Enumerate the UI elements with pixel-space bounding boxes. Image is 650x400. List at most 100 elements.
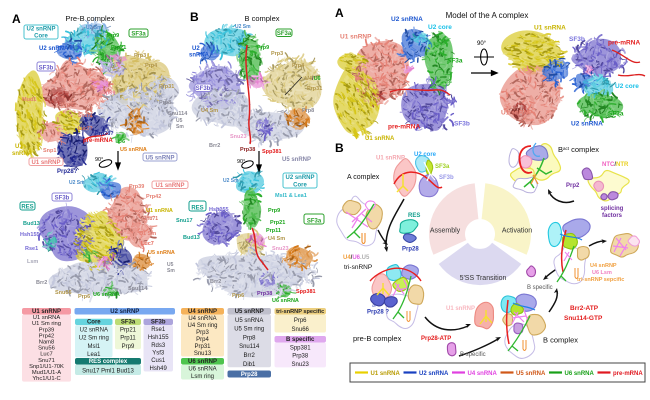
svg-text:Prp6: Prp6 <box>294 318 307 324</box>
svg-text:Hsh155: Hsh155 <box>20 232 40 238</box>
svg-text:U4 Sm ring: U4 Sm ring <box>187 323 217 329</box>
svg-text:Snu13: Snu13 <box>194 351 212 357</box>
svg-text:U5 snRNA: U5 snRNA <box>235 318 263 324</box>
svg-text:Snu23: Snu23 <box>272 246 289 252</box>
svg-text:Bud13: Bud13 <box>23 221 40 227</box>
svg-text:Prp28 ?: Prp28 ? <box>367 310 389 316</box>
svg-text:Prp11: Prp11 <box>120 336 136 342</box>
svg-text:pre-mRNA: pre-mRNA <box>388 124 420 131</box>
svg-text:U6 snRNA: U6 snRNA <box>272 298 299 304</box>
svg-text:Msl1 & Lea1: Msl1 & Lea1 <box>275 193 307 199</box>
svg-text:U5 snRNA: U5 snRNA <box>516 371 546 377</box>
svg-text:Snu66: Snu66 <box>292 327 310 333</box>
svg-text:U5: U5 <box>167 262 174 268</box>
svg-text:SF3b: SF3b <box>454 121 470 128</box>
svg-text:Bud13: Bud13 <box>183 235 200 241</box>
svg-text:B: B <box>190 10 199 24</box>
svg-text:Snu114-GTP: Snu114-GTP <box>564 315 603 322</box>
svg-text:A: A <box>12 12 21 26</box>
svg-text:Prp38: Prp38 <box>292 354 309 360</box>
svg-text:Prp11: Prp11 <box>266 228 281 234</box>
svg-text:Luc7?: Luc7? <box>78 126 93 132</box>
svg-text:Snu17 Pml1 Bud13: Snu17 Pml1 Bud13 <box>82 369 134 375</box>
svg-text:Snu71: Snu71 <box>143 216 158 222</box>
svg-text:B specific: B specific <box>527 285 553 291</box>
svg-text:U4/U6: U4/U6 <box>305 76 321 82</box>
svg-text:Core: Core <box>293 182 307 188</box>
svg-text:Snu114: Snu114 <box>128 286 148 292</box>
svg-text:Snp1: Snp1 <box>43 148 56 154</box>
svg-text:Mud1: Mud1 <box>22 97 36 103</box>
svg-text:Prp3: Prp3 <box>271 51 283 57</box>
svg-text:U2 snRNA: U2 snRNA <box>391 16 423 23</box>
svg-text:SF3a: SF3a <box>435 164 450 170</box>
svg-text:U1 snRNP: U1 snRNP <box>501 110 533 117</box>
svg-text:U1 Sm ring: U1 Sm ring <box>32 321 61 327</box>
svg-text:SF3a: SF3a <box>608 111 624 118</box>
svg-text:A complex: A complex <box>347 174 380 181</box>
svg-text:Sm: Sm <box>176 124 184 130</box>
svg-text:Snu71: Snu71 <box>38 358 55 364</box>
svg-text:Hsh49: Hsh49 <box>150 366 168 372</box>
svg-text:U4 Sm: U4 Sm <box>201 108 218 114</box>
svg-text:or: or <box>372 303 377 308</box>
svg-text:Prp38: Prp38 <box>257 291 272 297</box>
svg-text:SF3a: SF3a <box>131 31 146 37</box>
svg-text:U2 Sm ring: U2 Sm ring <box>79 336 109 342</box>
svg-text:Hsh155: Hsh155 <box>148 335 169 341</box>
svg-text:pre-B complex: pre-B complex <box>353 334 402 343</box>
svg-text:Spp381: Spp381 <box>296 289 316 295</box>
svg-text:Prp31: Prp31 <box>194 344 211 350</box>
svg-text:Prp9: Prp9 <box>268 208 280 214</box>
svg-text:Lsm: Lsm <box>115 56 126 62</box>
svg-text:U1 snRNP: U1 snRNP <box>31 160 60 166</box>
svg-text:Core: Core <box>87 320 101 326</box>
svg-text:Prp28-ATP: Prp28-ATP <box>421 336 451 342</box>
svg-text:Spp381: Spp381 <box>262 149 282 155</box>
svg-text:Snu17: Snu17 <box>176 218 193 224</box>
svg-text:SF3a: SF3a <box>307 218 322 224</box>
svg-text:Prp21: Prp21 <box>270 220 285 226</box>
svg-text:U5 snRNP: U5 snRNP <box>282 157 311 163</box>
svg-text:pre-mRNA: pre-mRNA <box>613 371 643 377</box>
svg-text:U2 Sm: U2 Sm <box>69 180 85 186</box>
svg-text:Prp28: Prp28 <box>402 247 419 253</box>
svg-text:Sm: Sm <box>167 268 175 274</box>
svg-text:SF3a: SF3a <box>277 31 292 37</box>
svg-text:B complex: B complex <box>244 14 279 23</box>
svg-text:RES: RES <box>21 204 33 210</box>
svg-text:B complex: B complex <box>543 336 578 345</box>
svg-text:U4 Sm: U4 Sm <box>268 236 285 242</box>
svg-text:Snu71: Snu71 <box>78 113 93 119</box>
svg-text:SF3b: SF3b <box>196 86 211 92</box>
svg-text:tri-snRNP: tri-snRNP <box>344 264 372 271</box>
svg-text:Prp28: Prp28 <box>241 372 258 378</box>
svg-text:Prp21: Prp21 <box>111 45 126 51</box>
svg-text:SF3a: SF3a <box>121 320 136 326</box>
svg-text:pre-mRNA: pre-mRNA <box>83 138 113 144</box>
svg-text:Cus1: Cus1 <box>151 358 166 364</box>
svg-text:U1: U1 <box>15 144 23 150</box>
svg-text:Lea1: Lea1 <box>87 352 101 358</box>
svg-text:Snu23: Snu23 <box>230 134 247 140</box>
svg-text:Lsm: Lsm <box>27 259 38 265</box>
svg-text:U2 snRNP: U2 snRNP <box>26 26 55 32</box>
svg-text:Prp39: Prp39 <box>100 91 115 97</box>
svg-text:Prp39: Prp39 <box>129 184 144 190</box>
svg-text:U5 Sm ring: U5 Sm ring <box>234 327 264 333</box>
svg-text:Rse1: Rse1 <box>25 246 38 252</box>
svg-text:RES: RES <box>191 205 203 211</box>
svg-text:Snu66: Snu66 <box>55 290 72 296</box>
svg-text:Prp9: Prp9 <box>107 33 119 39</box>
svg-text:Brr2: Brr2 <box>209 143 220 149</box>
svg-text:U6 Lsm: U6 Lsm <box>592 270 612 276</box>
svg-text:snRNA: snRNA <box>12 151 33 157</box>
svg-text:Brr2-ATP: Brr2-ATP <box>570 305 599 312</box>
svg-text:Bact complex: Bact complex <box>558 145 599 154</box>
svg-text:Prp31: Prp31 <box>307 86 322 92</box>
svg-text:U5 snRNP: U5 snRNP <box>235 309 264 315</box>
svg-text:Mud1/U1-A: Mud1/U1-A <box>32 370 61 376</box>
svg-text:Snu23: Snu23 <box>292 362 310 368</box>
svg-text:U5 snRNA: U5 snRNA <box>148 250 175 256</box>
svg-text:U6 snRNA: U6 snRNA <box>93 292 120 298</box>
